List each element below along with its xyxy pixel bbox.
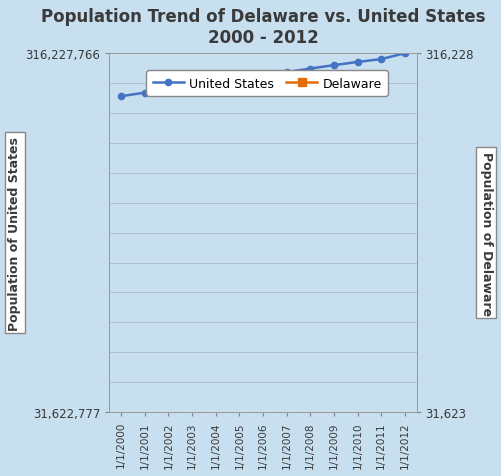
United States xyxy=(307,67,313,72)
United States xyxy=(260,74,266,79)
Y-axis label: Population of United States: Population of United States xyxy=(9,137,22,330)
United States xyxy=(165,87,171,93)
United States xyxy=(213,81,219,87)
Title: Population Trend of Delaware vs. United States
2000 - 2012: Population Trend of Delaware vs. United … xyxy=(41,8,485,47)
United States xyxy=(118,94,124,100)
United States xyxy=(378,57,384,63)
United States xyxy=(189,84,195,90)
Legend: United States, Delaware: United States, Delaware xyxy=(146,71,388,97)
United States xyxy=(284,70,290,76)
Line: United States: United States xyxy=(118,51,408,100)
United States xyxy=(331,63,337,69)
United States xyxy=(402,51,408,57)
Y-axis label: Population of Delaware: Population of Delaware xyxy=(479,151,492,315)
United States xyxy=(236,77,242,83)
United States xyxy=(142,90,148,96)
United States xyxy=(355,60,361,66)
